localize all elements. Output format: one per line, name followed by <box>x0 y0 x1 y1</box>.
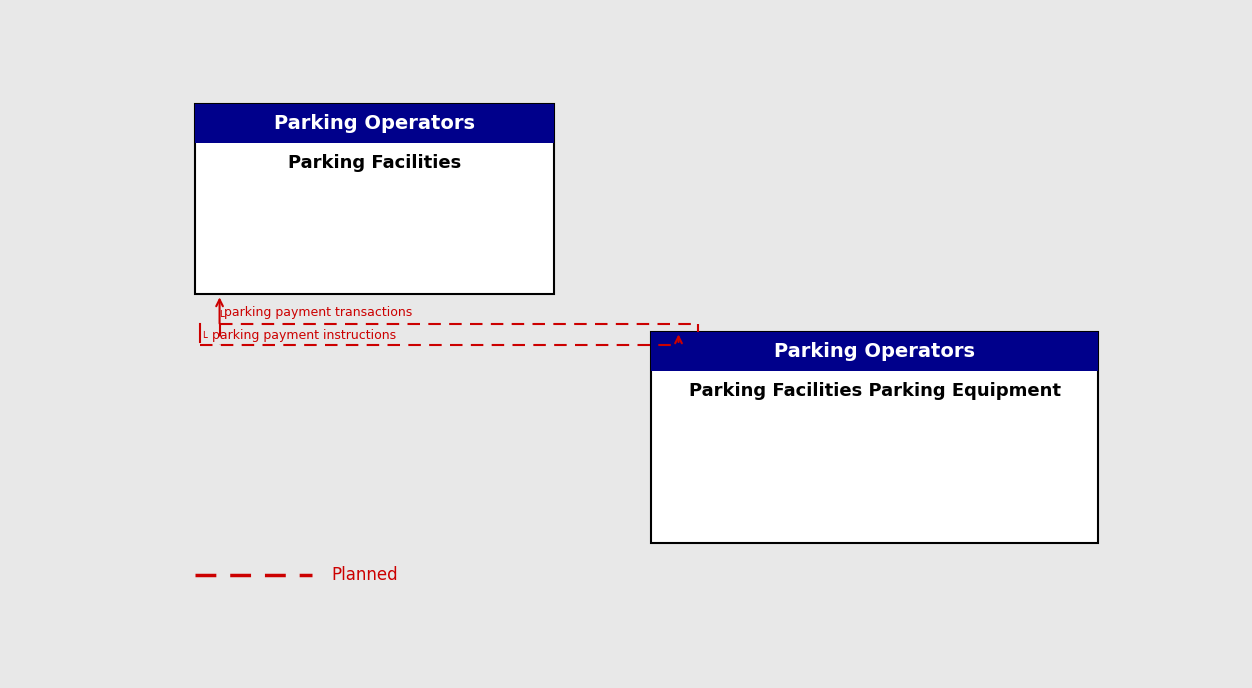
Bar <box>195 104 555 294</box>
Text: Parking Operators: Parking Operators <box>774 342 975 361</box>
Text: Parking Facilities Parking Equipment: Parking Facilities Parking Equipment <box>689 382 1060 400</box>
Bar <box>651 332 1098 372</box>
Bar <box>195 104 555 144</box>
Text: Parking Operators: Parking Operators <box>274 114 476 133</box>
Text: └: └ <box>217 312 223 322</box>
Text: Planned: Planned <box>331 566 398 584</box>
Text: └: └ <box>200 333 207 343</box>
Text: parking payment instructions: parking payment instructions <box>212 329 396 342</box>
Bar <box>651 332 1098 544</box>
Text: parking payment transactions: parking payment transactions <box>224 306 413 319</box>
Text: Parking Facilities: Parking Facilities <box>288 154 462 172</box>
